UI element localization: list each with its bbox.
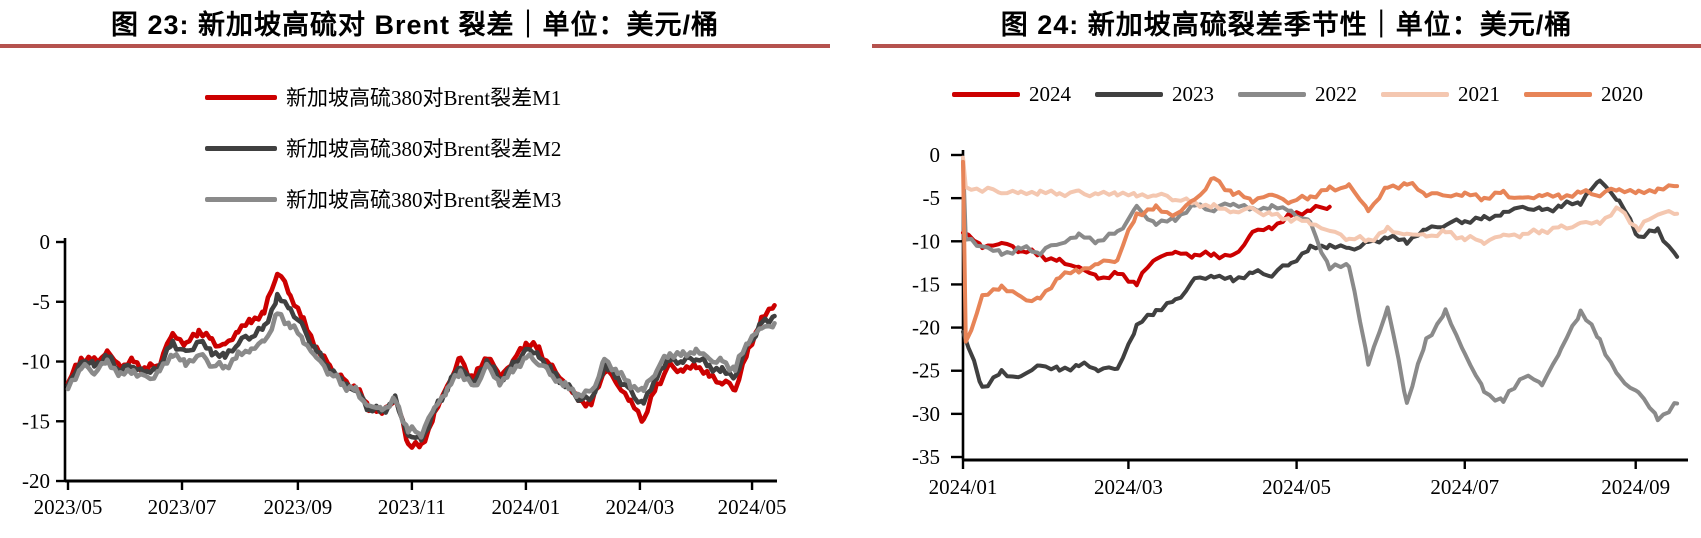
legend-line-swatch <box>1524 92 1592 97</box>
right-chart: 0 -5 -10 -15 -20 -25 -30 -35 2024/01 2024/03 2024/… <box>912 143 1688 499</box>
x-tick-label: 2023/05 <box>34 495 103 519</box>
x-tick-label: 2024/01 <box>491 495 560 519</box>
y-tick-label: -20 <box>22 469 50 493</box>
y-tick-label: -30 <box>912 402 940 426</box>
x-tick-label: 2023/07 <box>148 495 217 519</box>
legend-item-2021: 2021 <box>1381 82 1500 107</box>
legend-label: 新加坡高硫380对Brent裂差M2 <box>286 137 562 161</box>
legend-item-2023: 2023 <box>1095 82 1214 107</box>
right-chart-legend: 2024 2023 2022 2021 2020 <box>952 82 1643 107</box>
legend-label: 2023 <box>1172 82 1214 106</box>
left-title-underline <box>0 44 830 48</box>
y-tick-label: -15 <box>912 272 940 296</box>
y-tick-label: -20 <box>912 316 940 340</box>
legend-line-swatch <box>1381 92 1449 97</box>
legend-line-swatch <box>1095 92 1163 97</box>
y-tick-label: -5 <box>33 290 51 314</box>
x-tick-label: 2024/05 <box>718 495 787 519</box>
series-line-新加坡高硫380对Brent裂差M1 <box>65 271 777 450</box>
series-line-2024 <box>961 203 1332 288</box>
series-line-2021 <box>961 155 1680 246</box>
x-tick-label: 2024/03 <box>605 495 674 519</box>
series-line-新加坡高硫380对Brent裂差M2 <box>65 291 777 443</box>
legend-label: 新加坡高硫380对Brent裂差M1 <box>286 86 562 110</box>
legend-item-新加坡高硫380对Brent裂差M3: 新加坡高硫380对Brent裂差M3 <box>205 184 561 214</box>
legend-item-2024: 2024 <box>952 82 1071 107</box>
legend-label: 2020 <box>1601 82 1643 106</box>
legend-label: 新加坡高硫380对Brent裂差M3 <box>286 188 562 212</box>
axes <box>56 238 777 490</box>
x-tick-label: 2024/07 <box>1430 475 1499 499</box>
y-tick-label: 0 <box>40 230 51 254</box>
y-tick-label: -35 <box>912 445 940 469</box>
legend-label: 2024 <box>1029 82 1071 106</box>
left-chart-legend: 新加坡高硫380对Brent裂差M1 新加坡高硫380对Brent裂差M2 新加坡高… <box>205 82 561 214</box>
y-tick-label: -5 <box>923 186 941 210</box>
legend-line-swatch <box>1238 92 1306 97</box>
axes <box>951 150 1688 469</box>
legend-line-swatch <box>205 145 277 151</box>
x-tick-label: 2024/03 <box>1094 475 1163 499</box>
y-tick-label: -15 <box>22 409 50 433</box>
series-line-2022 <box>961 156 1680 423</box>
series-line-2023 <box>961 178 1680 389</box>
right-chart-title: 图 24: 新加坡高硫裂差季节性｜单位：美元/桶 <box>1000 9 1573 40</box>
title-row: 图 23: 新加坡高硫对 Brent 裂差｜单位：美元/桶 图 24: 新加坡高… <box>0 0 1701 48</box>
legend-item-2020: 2020 <box>1524 82 1643 107</box>
series-line-新加坡高硫380对Brent裂差M3 <box>65 311 777 440</box>
right-title-underline <box>872 44 1701 48</box>
y-tick-label: -10 <box>912 229 940 253</box>
x-tick-label: 2024/05 <box>1262 475 1331 499</box>
y-tick-label: -10 <box>22 350 50 374</box>
x-tick-label: 2024/09 <box>1601 475 1670 499</box>
x-tick-label: 2023/09 <box>263 495 332 519</box>
legend-label: 2022 <box>1315 82 1357 106</box>
y-tick-label: -25 <box>912 359 940 383</box>
legend-item-新加坡高硫380对Brent裂差M2: 新加坡高硫380对Brent裂差M2 <box>205 133 561 163</box>
legend-item-新加坡高硫380对Brent裂差M1: 新加坡高硫380对Brent裂差M1 <box>205 82 561 112</box>
legend-label: 2021 <box>1458 82 1500 106</box>
series-line-2020 <box>961 159 1680 344</box>
legend-line-swatch <box>205 196 277 202</box>
y-tick-label: 0 <box>930 143 941 167</box>
x-tick-label: 2023/11 <box>378 495 446 519</box>
legend-line-swatch <box>205 94 277 100</box>
legend-line-swatch <box>952 92 1020 97</box>
left-chart-title: 图 23: 新加坡高硫对 Brent 裂差｜单位：美元/桶 <box>110 9 720 40</box>
x-tick-label: 2024/01 <box>929 475 998 499</box>
legend-item-2022: 2022 <box>1238 82 1357 107</box>
